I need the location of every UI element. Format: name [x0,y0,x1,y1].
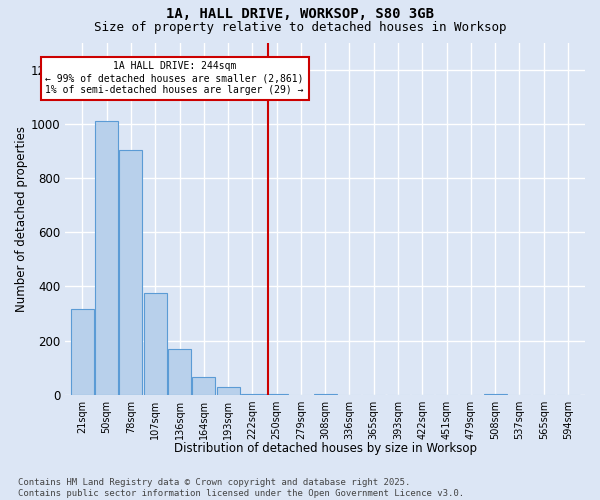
X-axis label: Distribution of detached houses by size in Worksop: Distribution of detached houses by size … [173,442,476,455]
Text: Contains HM Land Registry data © Crown copyright and database right 2025.
Contai: Contains HM Land Registry data © Crown c… [18,478,464,498]
Text: Size of property relative to detached houses in Worksop: Size of property relative to detached ho… [94,21,506,34]
Bar [192,377,215,395]
Bar [71,310,94,395]
Bar [217,386,239,395]
Bar [314,394,337,395]
Text: 1A HALL DRIVE: 244sqm
← 99% of detached houses are smaller (2,861)
1% of semi-de: 1A HALL DRIVE: 244sqm ← 99% of detached … [46,62,304,94]
Bar [95,121,118,395]
Y-axis label: Number of detached properties: Number of detached properties [15,126,28,312]
Bar [143,293,167,395]
Bar [241,394,264,395]
Bar [265,394,288,395]
Text: 1A, HALL DRIVE, WORKSOP, S80 3GB: 1A, HALL DRIVE, WORKSOP, S80 3GB [166,8,434,22]
Bar [168,349,191,395]
Bar [119,150,142,395]
Bar [484,394,506,395]
